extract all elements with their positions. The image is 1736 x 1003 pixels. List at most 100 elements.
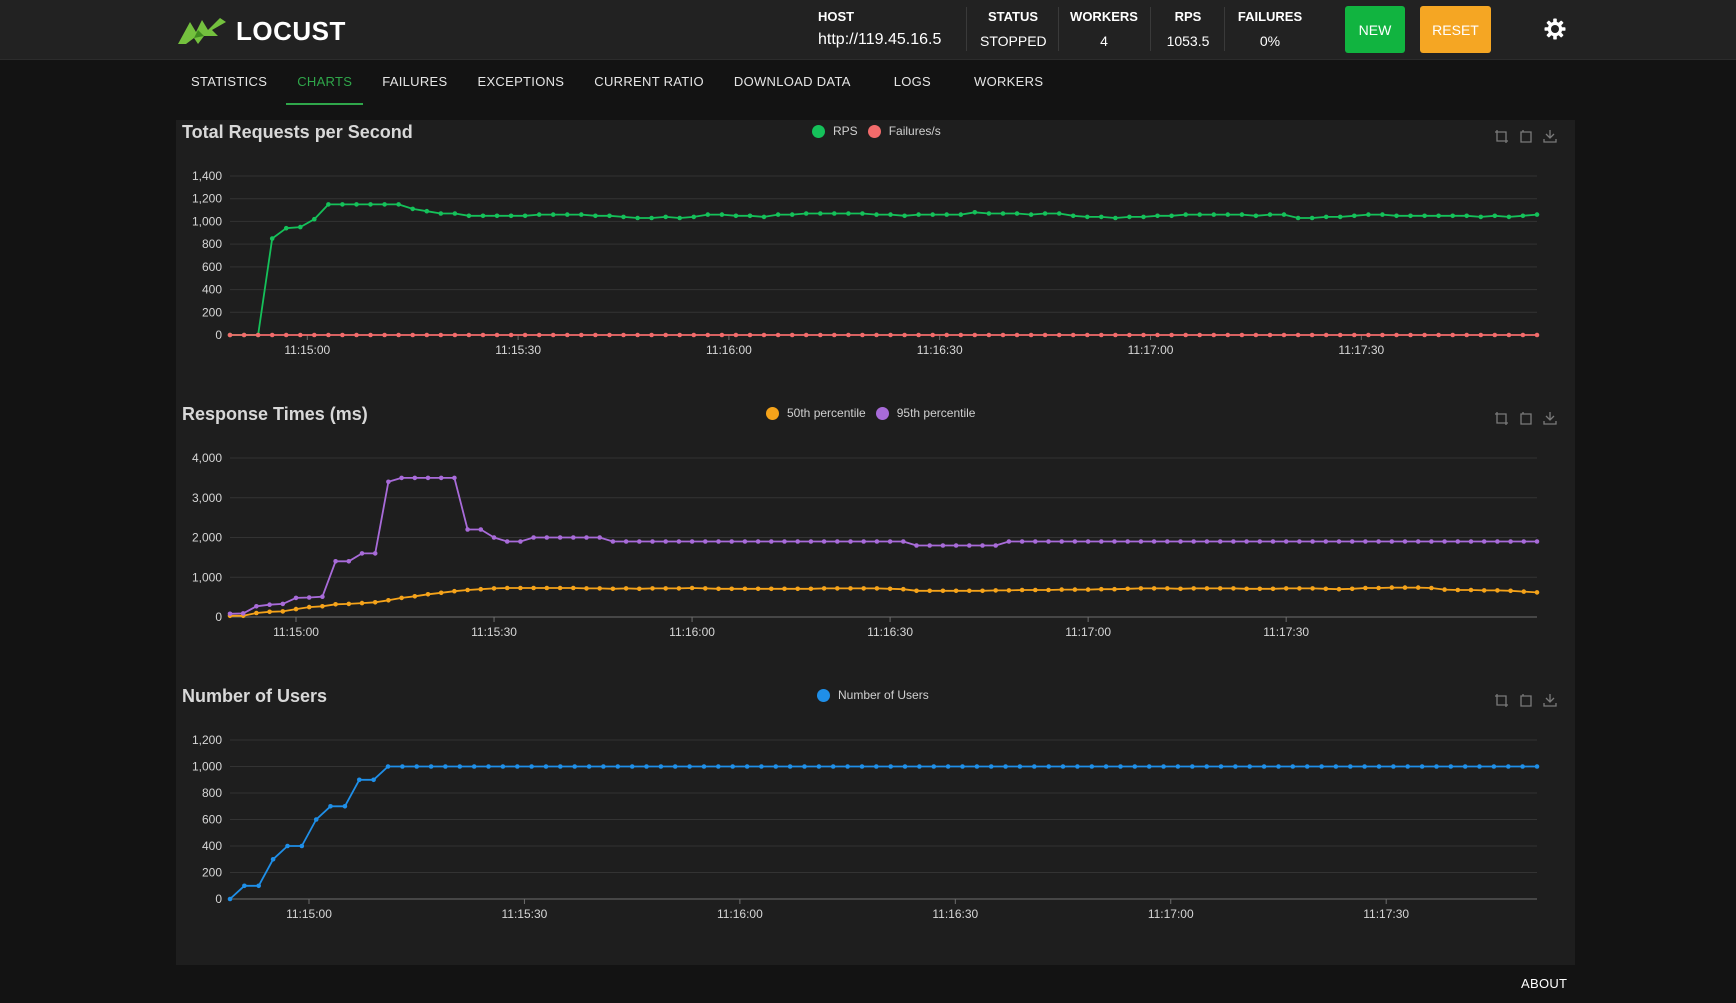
data-point-95th-percentile — [940, 543, 946, 548]
data-point-95th-percentile — [412, 475, 418, 481]
data-point-number-of-users — [744, 764, 750, 769]
chart-plot-area[interactable]: 0 200 400 600 800 1,000 1,200 11:15:00 11:15:30 1… — [176, 712, 1575, 966]
data-point-failures-s — [1000, 332, 1006, 338]
data-point-95th-percentile — [504, 539, 510, 544]
data-point-number-of-users — [529, 764, 534, 769]
data-point-95th-percentile — [1283, 539, 1289, 544]
chart-toolbox — [1494, 692, 1566, 708]
zoom-icon[interactable] — [1494, 128, 1510, 144]
legend-item-rps[interactable]: RPS — [812, 124, 858, 138]
data-point-rps — [1352, 213, 1357, 219]
about-link[interactable]: ABOUT — [1521, 976, 1568, 991]
theme-settings-gear-icon[interactable] — [1543, 17, 1567, 41]
data-point-50th-percentile — [1217, 586, 1223, 591]
data-point-rps — [1281, 212, 1287, 217]
chart-plot-area[interactable]: 0 1,000 2,000 3,000 4,000 11:15:00 11:15:30 11:… — [176, 430, 1575, 684]
data-point-number-of-users — [256, 883, 261, 889]
data-point-failures-s — [1464, 332, 1469, 338]
data-point-number-of-users — [1462, 764, 1468, 769]
data-point-rps — [733, 213, 739, 219]
data-point-95th-percentile — [280, 601, 286, 607]
data-point-95th-percentile — [1046, 539, 1051, 544]
data-point-50th-percentile — [1415, 585, 1421, 590]
tab-download-data[interactable]: DOWNLOAD DATA — [733, 74, 851, 89]
legend-item-95th-percentile[interactable]: 95th percentile — [875, 406, 976, 420]
data-point-number-of-users — [342, 804, 348, 809]
data-point-95th-percentile — [571, 535, 576, 540]
data-point-rps — [1464, 213, 1469, 219]
y-tick-label: 0 — [215, 610, 222, 624]
data-point-failures-s — [593, 332, 598, 338]
legend-item-number-of-users[interactable]: Number of Users — [817, 688, 929, 702]
data-point-50th-percentile — [1191, 586, 1196, 591]
data-point-rps — [972, 210, 978, 215]
restore-icon[interactable] — [1518, 410, 1534, 426]
data-point-number-of-users — [830, 764, 836, 769]
restore-icon[interactable] — [1518, 128, 1534, 144]
data-point-95th-percentile — [1415, 539, 1421, 544]
data-point-rps — [789, 212, 795, 217]
zoom-icon[interactable] — [1494, 410, 1510, 426]
download-icon[interactable] — [1542, 692, 1558, 708]
data-point-number-of-users — [644, 764, 649, 769]
download-icon[interactable] — [1542, 128, 1558, 144]
data-point-95th-percentile — [1112, 539, 1117, 544]
data-point-number-of-users — [787, 764, 793, 769]
data-point-95th-percentile — [399, 475, 404, 481]
data-point-rps — [593, 213, 598, 219]
download-icon[interactable] — [1542, 410, 1558, 426]
data-point-rps — [832, 211, 837, 216]
data-point-95th-percentile — [782, 539, 787, 544]
data-point-number-of-users — [1103, 764, 1109, 769]
legend-label: RPS — [833, 124, 858, 138]
data-point-50th-percentile — [1376, 585, 1381, 591]
data-point-rps — [944, 212, 949, 217]
data-point-number-of-users — [1204, 764, 1209, 769]
tab-logs[interactable]: LOGS — [893, 74, 932, 89]
data-point-95th-percentile — [967, 543, 972, 548]
data-point-failures-s — [1267, 332, 1273, 338]
data-point-95th-percentile — [1310, 539, 1315, 544]
chart-legend: RPS Failures/s — [812, 124, 951, 138]
reset-stats-button[interactable]: RESET — [1420, 6, 1491, 53]
tab-charts[interactable]: CHARTS — [282, 60, 367, 106]
data-point-failures-s — [452, 332, 458, 338]
data-point-95th-percentile — [980, 543, 985, 548]
data-point-95th-percentile — [914, 543, 919, 548]
legend-item-50th-percentile[interactable]: 50th percentile — [766, 406, 866, 420]
zoom-icon[interactable] — [1494, 692, 1510, 708]
data-point-95th-percentile — [729, 539, 734, 544]
data-point-failures-s — [1309, 332, 1315, 338]
data-point-number-of-users — [615, 764, 621, 769]
data-point-rps — [677, 215, 682, 221]
data-point-95th-percentile — [769, 539, 774, 544]
tab-current-ratio[interactable]: CURRENT RATIO — [594, 74, 704, 89]
data-point-95th-percentile — [637, 539, 642, 544]
y-tick-label: 400 — [202, 839, 222, 853]
new-test-button[interactable]: NEW — [1345, 6, 1405, 53]
data-point-95th-percentile — [1006, 539, 1012, 544]
data-point-95th-percentile — [887, 539, 893, 544]
data-point-50th-percentile — [412, 594, 418, 599]
data-point-rps — [874, 212, 879, 217]
data-point-number-of-users — [687, 764, 692, 769]
data-point-number-of-users — [1333, 764, 1339, 769]
series-line-50th-percentile — [230, 586, 1538, 617]
data-point-95th-percentile — [676, 539, 682, 544]
tab-statistics[interactable]: STATISTICS — [191, 74, 268, 89]
tab-workers[interactable]: WORKERS — [974, 74, 1044, 89]
tab-failures[interactable]: FAILURES — [382, 74, 448, 89]
data-point-rps — [1506, 214, 1512, 220]
y-tick-label: 1,400 — [192, 169, 222, 183]
data-point-failures-s — [1520, 332, 1526, 338]
legend-label: 95th percentile — [896, 406, 976, 420]
chart-plot-area[interactable]: 0 200 400 600 800 1,000 1,200 1,400 11:15:00 11:1… — [176, 148, 1575, 402]
locust-logo[interactable]: LOCUST — [176, 14, 346, 48]
tab-exceptions[interactable]: EXCEPTIONS — [477, 74, 565, 89]
data-point-number-of-users — [1520, 764, 1525, 769]
data-point-number-of-users — [328, 804, 333, 809]
data-point-failures-s — [1422, 332, 1427, 338]
legend-item-failures[interactable]: Failures/s — [867, 124, 941, 138]
restore-icon[interactable] — [1518, 692, 1534, 708]
data-point-number-of-users — [988, 764, 994, 769]
